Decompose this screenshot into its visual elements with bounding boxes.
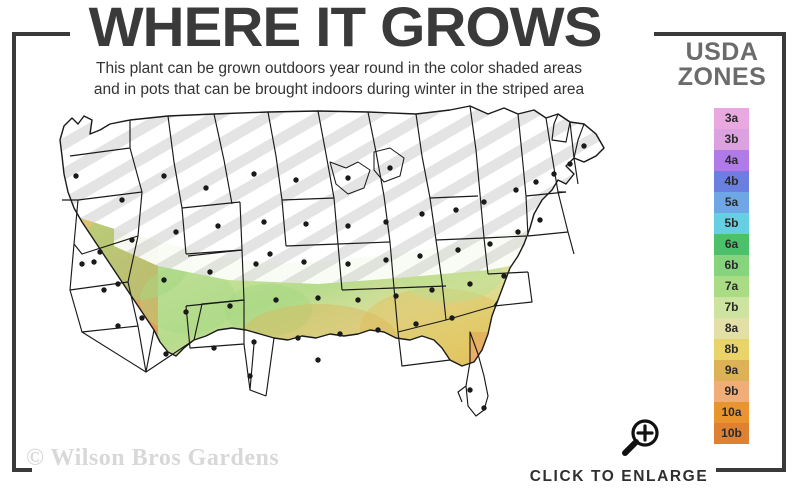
zoom-in-magnifier-icon[interactable]	[616, 418, 662, 458]
zone-swatch-4a: 4a	[714, 150, 749, 171]
zone-swatch-10a: 10a	[714, 402, 749, 423]
frame-border-bottom-right	[716, 468, 786, 472]
city-markers	[73, 143, 587, 411]
zone-swatch-5a: 5a	[714, 192, 749, 213]
legend-heading-line-1: USDA	[685, 38, 759, 66]
frame-border-left	[12, 32, 16, 472]
legend-heading: USDA ZONES	[662, 40, 782, 90]
usda-zone-legend: 3a 3b 4a 4b 5a 5b 6a 6b 7a 7b 8a 8b 9a 9b 10a 10b	[714, 108, 749, 444]
page-title: WHERE IT GROWS	[88, 0, 603, 58]
zone-swatch-5b: 5b	[714, 213, 749, 234]
zone-swatch-9b: 9b	[714, 381, 749, 402]
zone-swatch-3a: 3a	[714, 108, 749, 129]
click-to-enlarge-label[interactable]: CLICK TO ENLARGE	[529, 468, 709, 485]
page-subtitle: This plant can be grown outdoors year ro…	[36, 58, 642, 100]
zone-swatch-8b: 8b	[714, 339, 749, 360]
zone-swatch-4b: 4b	[714, 171, 749, 192]
frame-border-right	[782, 32, 786, 472]
zone-swatch-9a: 9a	[714, 360, 749, 381]
zone-swatch-7a: 7a	[714, 276, 749, 297]
zone-swatch-6a: 6a	[714, 234, 749, 255]
zone-swatch-7b: 7b	[714, 297, 749, 318]
legend-heading-line-2: ZONES	[677, 63, 767, 91]
zone-swatch-3b: 3b	[714, 129, 749, 150]
usda-hardiness-zone-map[interactable]	[18, 104, 638, 444]
zone-swatch-10b: 10b	[714, 423, 749, 444]
zone-swatch-8a: 8a	[714, 318, 749, 339]
copyright-watermark: © Wilson Bros Gardens	[26, 445, 280, 471]
zone-swatch-6b: 6b	[714, 255, 749, 276]
subtitle-line-1: This plant can be grown outdoors year ro…	[96, 60, 582, 77]
subtitle-line-2: and in pots that can be brought indoors …	[93, 81, 585, 98]
state-borders	[59, 105, 605, 417]
